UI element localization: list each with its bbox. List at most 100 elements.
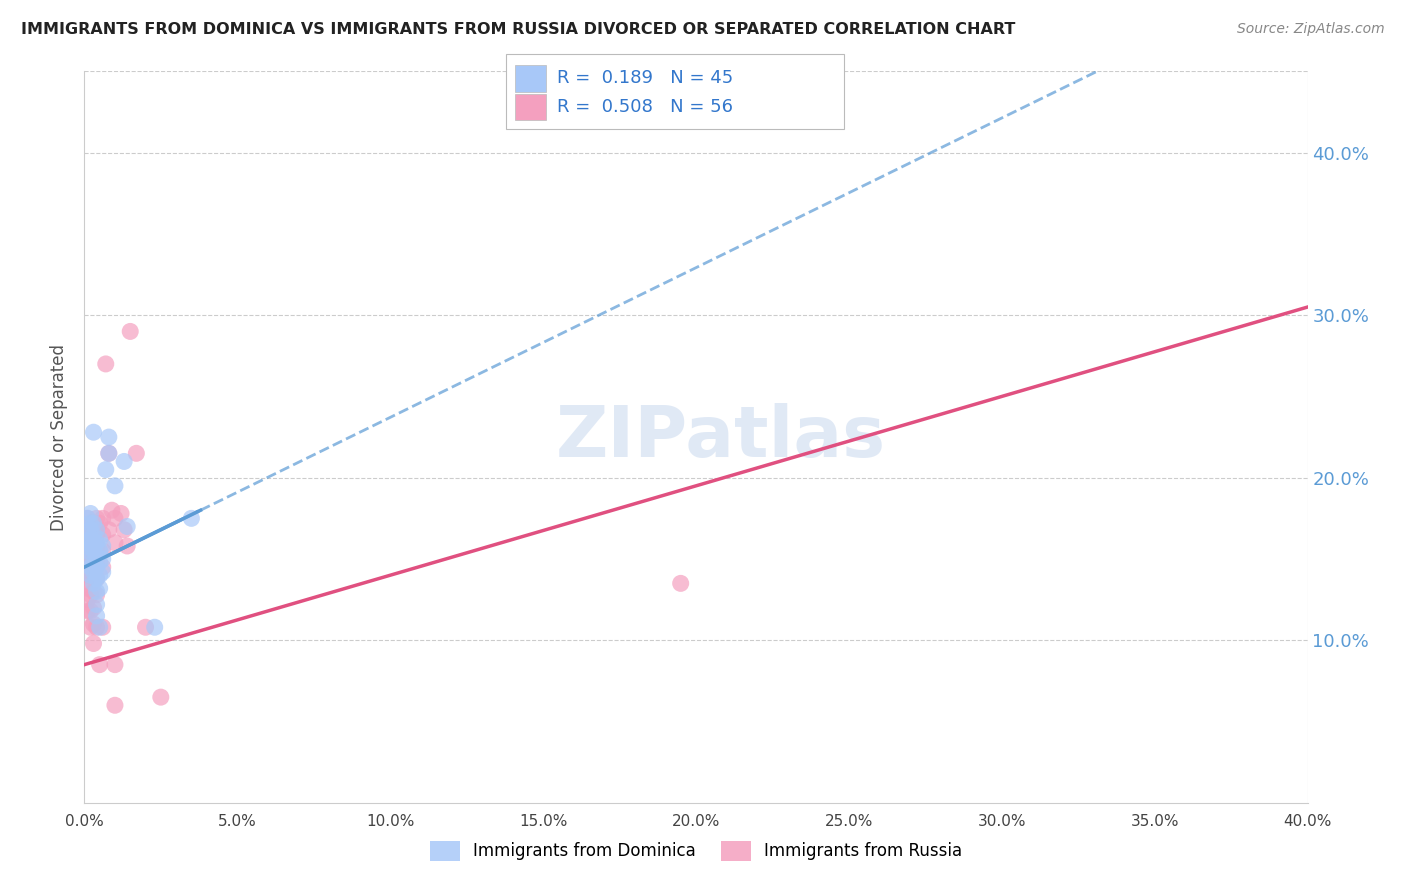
Point bbox=[83, 555, 105, 569]
Point bbox=[79, 576, 101, 591]
Y-axis label: Divorced or Separated: Divorced or Separated bbox=[49, 343, 67, 531]
Point bbox=[76, 544, 98, 558]
Point bbox=[89, 544, 111, 558]
Point bbox=[91, 560, 114, 574]
Point bbox=[91, 552, 114, 566]
Point bbox=[79, 568, 101, 582]
Point bbox=[86, 535, 108, 549]
Point bbox=[86, 511, 108, 525]
Point bbox=[86, 572, 108, 586]
Point bbox=[79, 527, 101, 541]
Point bbox=[89, 516, 111, 531]
Point bbox=[83, 535, 105, 549]
Point bbox=[86, 555, 108, 569]
Point bbox=[79, 620, 101, 634]
Point bbox=[89, 533, 111, 547]
Point bbox=[91, 527, 114, 541]
Point bbox=[101, 503, 124, 517]
Point bbox=[76, 535, 98, 549]
Point bbox=[89, 581, 111, 595]
Point bbox=[115, 539, 138, 553]
Point bbox=[83, 544, 105, 558]
Point bbox=[79, 516, 101, 531]
Point bbox=[97, 446, 120, 460]
Point bbox=[79, 533, 101, 547]
Point bbox=[79, 516, 101, 531]
Point bbox=[86, 560, 108, 574]
Point bbox=[86, 598, 108, 612]
Point bbox=[83, 535, 105, 549]
Text: IMMIGRANTS FROM DOMINICA VS IMMIGRANTS FROM RUSSIA DIVORCED OR SEPARATED CORRELA: IMMIGRANTS FROM DOMINICA VS IMMIGRANTS F… bbox=[21, 22, 1015, 37]
Point bbox=[76, 544, 98, 558]
Point bbox=[79, 588, 101, 602]
Point bbox=[110, 507, 132, 521]
Point bbox=[86, 523, 108, 537]
Text: R =  0.189   N = 45: R = 0.189 N = 45 bbox=[557, 70, 733, 87]
Point bbox=[149, 690, 172, 705]
Point bbox=[79, 560, 101, 574]
Point bbox=[83, 523, 105, 537]
Point bbox=[89, 568, 111, 582]
Point bbox=[86, 549, 108, 563]
Point bbox=[120, 325, 142, 339]
Point bbox=[91, 620, 114, 634]
Point bbox=[115, 519, 138, 533]
Point bbox=[79, 523, 101, 537]
Point bbox=[91, 539, 114, 553]
Point bbox=[83, 516, 105, 531]
Point bbox=[94, 357, 117, 371]
Point bbox=[83, 617, 105, 632]
Point bbox=[89, 544, 111, 558]
Point bbox=[89, 657, 111, 672]
Point bbox=[76, 527, 98, 541]
Point bbox=[83, 584, 105, 599]
Point bbox=[79, 507, 101, 521]
Point bbox=[76, 527, 98, 541]
Point bbox=[112, 523, 135, 537]
Point bbox=[104, 698, 127, 713]
Point bbox=[86, 572, 108, 586]
Point bbox=[135, 620, 157, 634]
Point bbox=[104, 511, 127, 525]
Point bbox=[86, 584, 108, 599]
Point bbox=[125, 446, 148, 460]
Point bbox=[76, 581, 98, 595]
Point bbox=[89, 555, 111, 569]
Text: R =  0.508   N = 56: R = 0.508 N = 56 bbox=[557, 98, 733, 116]
Point bbox=[86, 620, 108, 634]
Point bbox=[104, 657, 127, 672]
Point bbox=[97, 430, 120, 444]
Point bbox=[112, 454, 135, 468]
Point bbox=[76, 511, 98, 525]
Point bbox=[76, 568, 98, 582]
Point bbox=[76, 604, 98, 618]
Point bbox=[104, 535, 127, 549]
Point bbox=[83, 552, 105, 566]
Point bbox=[79, 552, 101, 566]
Point bbox=[76, 511, 98, 525]
Point bbox=[79, 541, 101, 555]
Point bbox=[83, 576, 105, 591]
Point bbox=[94, 462, 117, 476]
Point bbox=[83, 565, 105, 579]
Point bbox=[180, 511, 202, 525]
Point bbox=[83, 600, 105, 615]
Point bbox=[83, 636, 105, 650]
Point bbox=[83, 568, 105, 582]
Point bbox=[76, 555, 98, 569]
Point bbox=[83, 425, 105, 440]
Point bbox=[91, 511, 114, 525]
Point bbox=[76, 592, 98, 607]
Point bbox=[91, 565, 114, 579]
Point bbox=[79, 565, 101, 579]
Text: ZIPatlas: ZIPatlas bbox=[555, 402, 886, 472]
Point bbox=[669, 576, 692, 591]
Point bbox=[89, 620, 111, 634]
Point bbox=[86, 608, 108, 623]
Point bbox=[143, 620, 166, 634]
Point bbox=[79, 539, 101, 553]
Point bbox=[91, 544, 114, 558]
Point bbox=[86, 588, 108, 602]
Legend: Immigrants from Dominica, Immigrants from Russia: Immigrants from Dominica, Immigrants fro… bbox=[423, 834, 969, 868]
Point bbox=[83, 527, 105, 541]
